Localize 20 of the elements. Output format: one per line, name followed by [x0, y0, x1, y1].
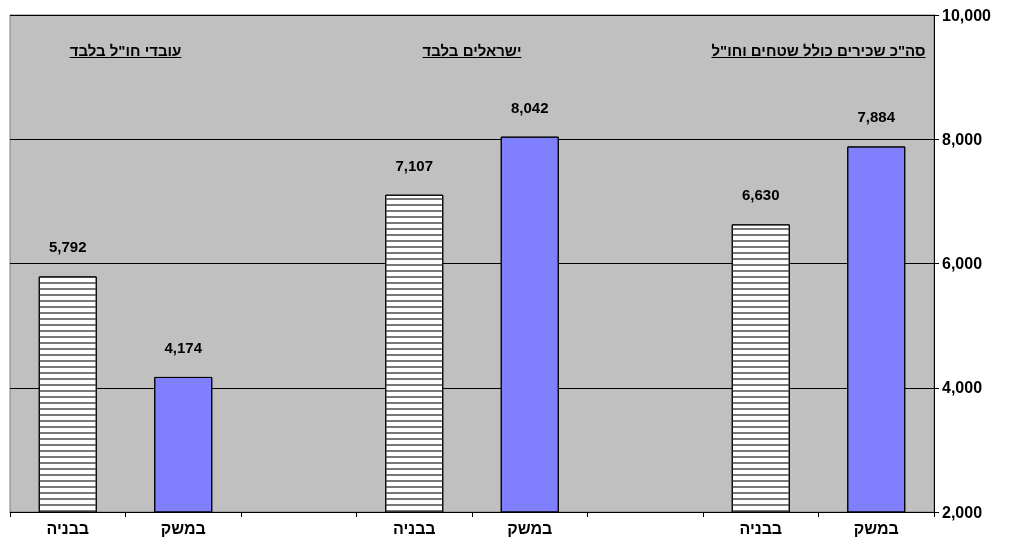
annotation: עובדי חו"ל בלבד	[69, 42, 182, 59]
data-label: 8,042	[510, 98, 549, 116]
x-tick-label: במשק	[507, 519, 553, 537]
y-tick-label: 2,000	[942, 503, 983, 521]
x-tick-label: בבניה	[46, 519, 90, 537]
x-tick-label: במשק	[853, 519, 899, 537]
x-tick-label: במשק	[160, 519, 206, 537]
data-label: 4,174	[164, 338, 203, 356]
data-label: 6,630	[741, 186, 780, 204]
annotation: סה"כ שכירים כולל שטחים וחו"ל	[711, 42, 926, 59]
data-label: 5,792	[48, 238, 87, 256]
x-tick-label: בבניה	[739, 519, 783, 537]
annotation: ישראלים בלבד	[422, 42, 522, 59]
y-tick-label: 10,000	[942, 6, 992, 24]
data-label: 7,107	[395, 156, 434, 174]
y-tick-label: 4,000	[942, 379, 983, 397]
y-tick-label: 6,000	[942, 255, 983, 272]
x-tick-label: בבניה	[392, 519, 436, 537]
y-tick-label: 8,000	[942, 130, 983, 148]
data-label: 7,884	[857, 108, 896, 126]
